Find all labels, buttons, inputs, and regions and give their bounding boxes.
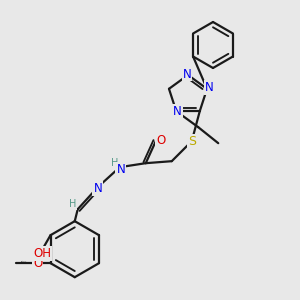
Text: O: O bbox=[156, 134, 165, 147]
Text: O: O bbox=[33, 257, 42, 270]
Text: H: H bbox=[111, 158, 118, 168]
Text: N: N bbox=[205, 81, 213, 94]
Text: N: N bbox=[93, 182, 102, 195]
Text: S: S bbox=[188, 135, 196, 148]
Text: N: N bbox=[173, 105, 182, 118]
Text: N: N bbox=[116, 163, 125, 176]
Text: N: N bbox=[183, 68, 191, 80]
Text: methoxy: methoxy bbox=[20, 261, 27, 262]
Text: H: H bbox=[69, 199, 76, 209]
Text: OH: OH bbox=[34, 247, 52, 260]
